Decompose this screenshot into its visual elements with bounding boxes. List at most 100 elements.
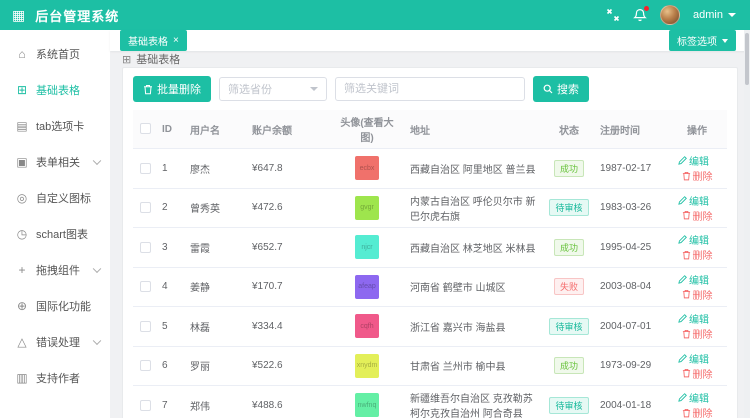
edit-button[interactable]: 编辑 [678, 311, 709, 326]
main-area: 基础表格 × 标签选项 ⊞ 基础表格 批量删除 [110, 30, 750, 418]
tab-close-icon[interactable]: × [173, 34, 179, 46]
column-header: 地址 [405, 110, 543, 149]
delete-button[interactable]: 删除 [682, 208, 713, 223]
status-badge: 待审核 [549, 199, 589, 217]
chart-icon: ◷ [16, 227, 28, 241]
delete-button[interactable]: 删除 [682, 168, 713, 183]
pencil-icon [678, 393, 687, 402]
batch-delete-button[interactable]: 批量删除 [133, 76, 211, 102]
sidebar-item-label: 国际化功能 [36, 301, 91, 313]
row-checkbox[interactable] [139, 241, 151, 253]
table-card: 批量删除 筛选省份 搜索 [122, 67, 738, 418]
column-header: 操作 [667, 110, 727, 149]
tab-strip: 基础表格 × 标签选项 [110, 30, 750, 51]
pencil-icon [678, 156, 687, 165]
scrollbar-thumb[interactable] [745, 33, 749, 85]
row-checkbox[interactable] [139, 360, 151, 372]
avatar-thumbnail[interactable]: xnydm [355, 353, 379, 378]
user-avatar[interactable] [660, 5, 681, 25]
row-checkbox[interactable] [139, 399, 151, 411]
cell-address: 西藏自治区 阿里地区 普兰县 [405, 148, 543, 189]
row-checkbox[interactable] [139, 162, 151, 174]
edit-button[interactable]: 编辑 [678, 153, 709, 168]
select-all-checkbox[interactable] [139, 123, 151, 135]
breadcrumb: ⊞ 基础表格 [110, 51, 750, 67]
row-checkbox[interactable] [139, 320, 151, 332]
avatar-thumbnail[interactable]: nwfnq [355, 393, 379, 418]
edit-button[interactable]: 编辑 [678, 193, 709, 208]
notification-bell-icon[interactable] [633, 6, 650, 22]
vertical-scrollbar[interactable] [744, 30, 750, 418]
pencil-icon [678, 314, 687, 323]
cell-username: 罗丽 [185, 346, 247, 386]
avatar-thumbnail[interactable]: afeap [355, 274, 379, 299]
status-badge: 待审核 [549, 396, 589, 414]
sidebar-item-basic-table[interactable]: ⊞ 基础表格 [0, 72, 110, 108]
trash-icon [682, 250, 690, 259]
cell-id: 6 [157, 346, 185, 386]
edit-button[interactable]: 编辑 [678, 390, 709, 405]
row-checkbox[interactable] [139, 281, 151, 293]
cell-address: 内蒙古自治区 呼伦贝尔市 新巴尔虎右旗 [405, 188, 543, 228]
table-toolbar: 批量删除 筛选省份 搜索 [133, 76, 727, 102]
sidebar-item-schart[interactable]: ◷ schart图表 [0, 216, 110, 252]
sidebar-item-tabs[interactable]: ▤ tab选项卡 [0, 108, 110, 144]
cell-address: 新疆维吾尔自治区 克孜勒苏柯尔克孜自治州 阿合奇县 [405, 385, 543, 418]
tabs-icon: ▤ [16, 119, 28, 133]
sidebar-item-label: 基础表格 [36, 85, 80, 97]
cell-id: 7 [157, 385, 185, 418]
app-title: 后台管理系统 [35, 8, 120, 24]
cell-register-date: 1987-02-17 [595, 148, 667, 189]
trash-icon [682, 210, 690, 220]
fullscreen-icon[interactable] [606, 8, 620, 22]
province-filter-select[interactable]: 筛选省份 [219, 77, 327, 101]
cell-register-date: 2003-08-04 [595, 267, 667, 307]
delete-button[interactable]: 删除 [682, 287, 713, 302]
column-header: 头像(查看大图) [329, 110, 405, 149]
tag-options-label: 标签选项 [677, 37, 717, 48]
sidebar-item-support[interactable]: ▥ 支持作者 [0, 360, 110, 396]
cell-username: 曾秀英 [185, 188, 247, 228]
delete-button[interactable]: 删除 [682, 326, 713, 341]
sidebar-item-custom-icon[interactable]: ◎ 自定义图标 [0, 180, 110, 216]
sidebar-item-label: schart图表 [36, 229, 88, 241]
cell-id: 4 [157, 267, 185, 307]
pencil-icon [678, 235, 687, 244]
row-checkbox[interactable] [139, 202, 151, 214]
cell-balance: ¥334.4 [247, 306, 329, 347]
avatar-thumbnail[interactable]: cqfh [355, 314, 379, 339]
keyword-filter-input[interactable] [335, 77, 525, 101]
cell-id: 5 [157, 306, 185, 347]
avatar-thumbnail[interactable]: gvgr [355, 195, 379, 220]
avatar-thumbnail[interactable]: ecbx [355, 156, 379, 181]
delete-button[interactable]: 删除 [682, 366, 713, 381]
edit-button[interactable]: 编辑 [678, 272, 709, 287]
pencil-icon [678, 353, 687, 363]
delete-button[interactable]: 删除 [682, 405, 713, 418]
tab-basic-table[interactable]: 基础表格 × [120, 30, 187, 51]
caret-down-icon [310, 87, 318, 91]
user-menu[interactable]: admin [693, 9, 736, 21]
cell-register-date: 2004-07-01 [595, 306, 667, 347]
sidebar-item-error[interactable]: △ 错误处理 [0, 324, 110, 360]
edit-button[interactable]: 编辑 [678, 232, 709, 247]
search-button[interactable]: 搜索 [533, 76, 589, 102]
avatar-thumbnail[interactable]: njcr [355, 235, 379, 260]
cell-username: 郑伟 [185, 385, 247, 418]
table-row: 5 林磊 ¥334.4 cqfh 浙江省 嘉兴市 海盐县 待审核 2004-07… [133, 306, 727, 347]
caret-down-icon [722, 38, 728, 43]
sidebar-item-i18n[interactable]: ⊕ 国际化功能 [0, 288, 110, 324]
edit-button[interactable]: 编辑 [678, 351, 709, 366]
province-filter-placeholder: 筛选省份 [228, 84, 272, 96]
sidebar-item-home[interactable]: ⌂ 系统首页 [0, 36, 110, 72]
tag-options-button[interactable]: 标签选项 [669, 30, 736, 51]
delete-button[interactable]: 删除 [682, 247, 713, 262]
search-icon [543, 84, 553, 94]
cell-username: 廖杰 [185, 148, 247, 189]
notification-dot [644, 6, 650, 11]
custom-icon: ◎ [16, 191, 28, 205]
sidebar-item-form[interactable]: ▣ 表单相关 [0, 144, 110, 180]
sidebar-item-drag[interactable]: + 拖拽组件 [0, 252, 110, 288]
cell-balance: ¥472.6 [247, 188, 329, 228]
cell-id: 1 [157, 148, 185, 189]
